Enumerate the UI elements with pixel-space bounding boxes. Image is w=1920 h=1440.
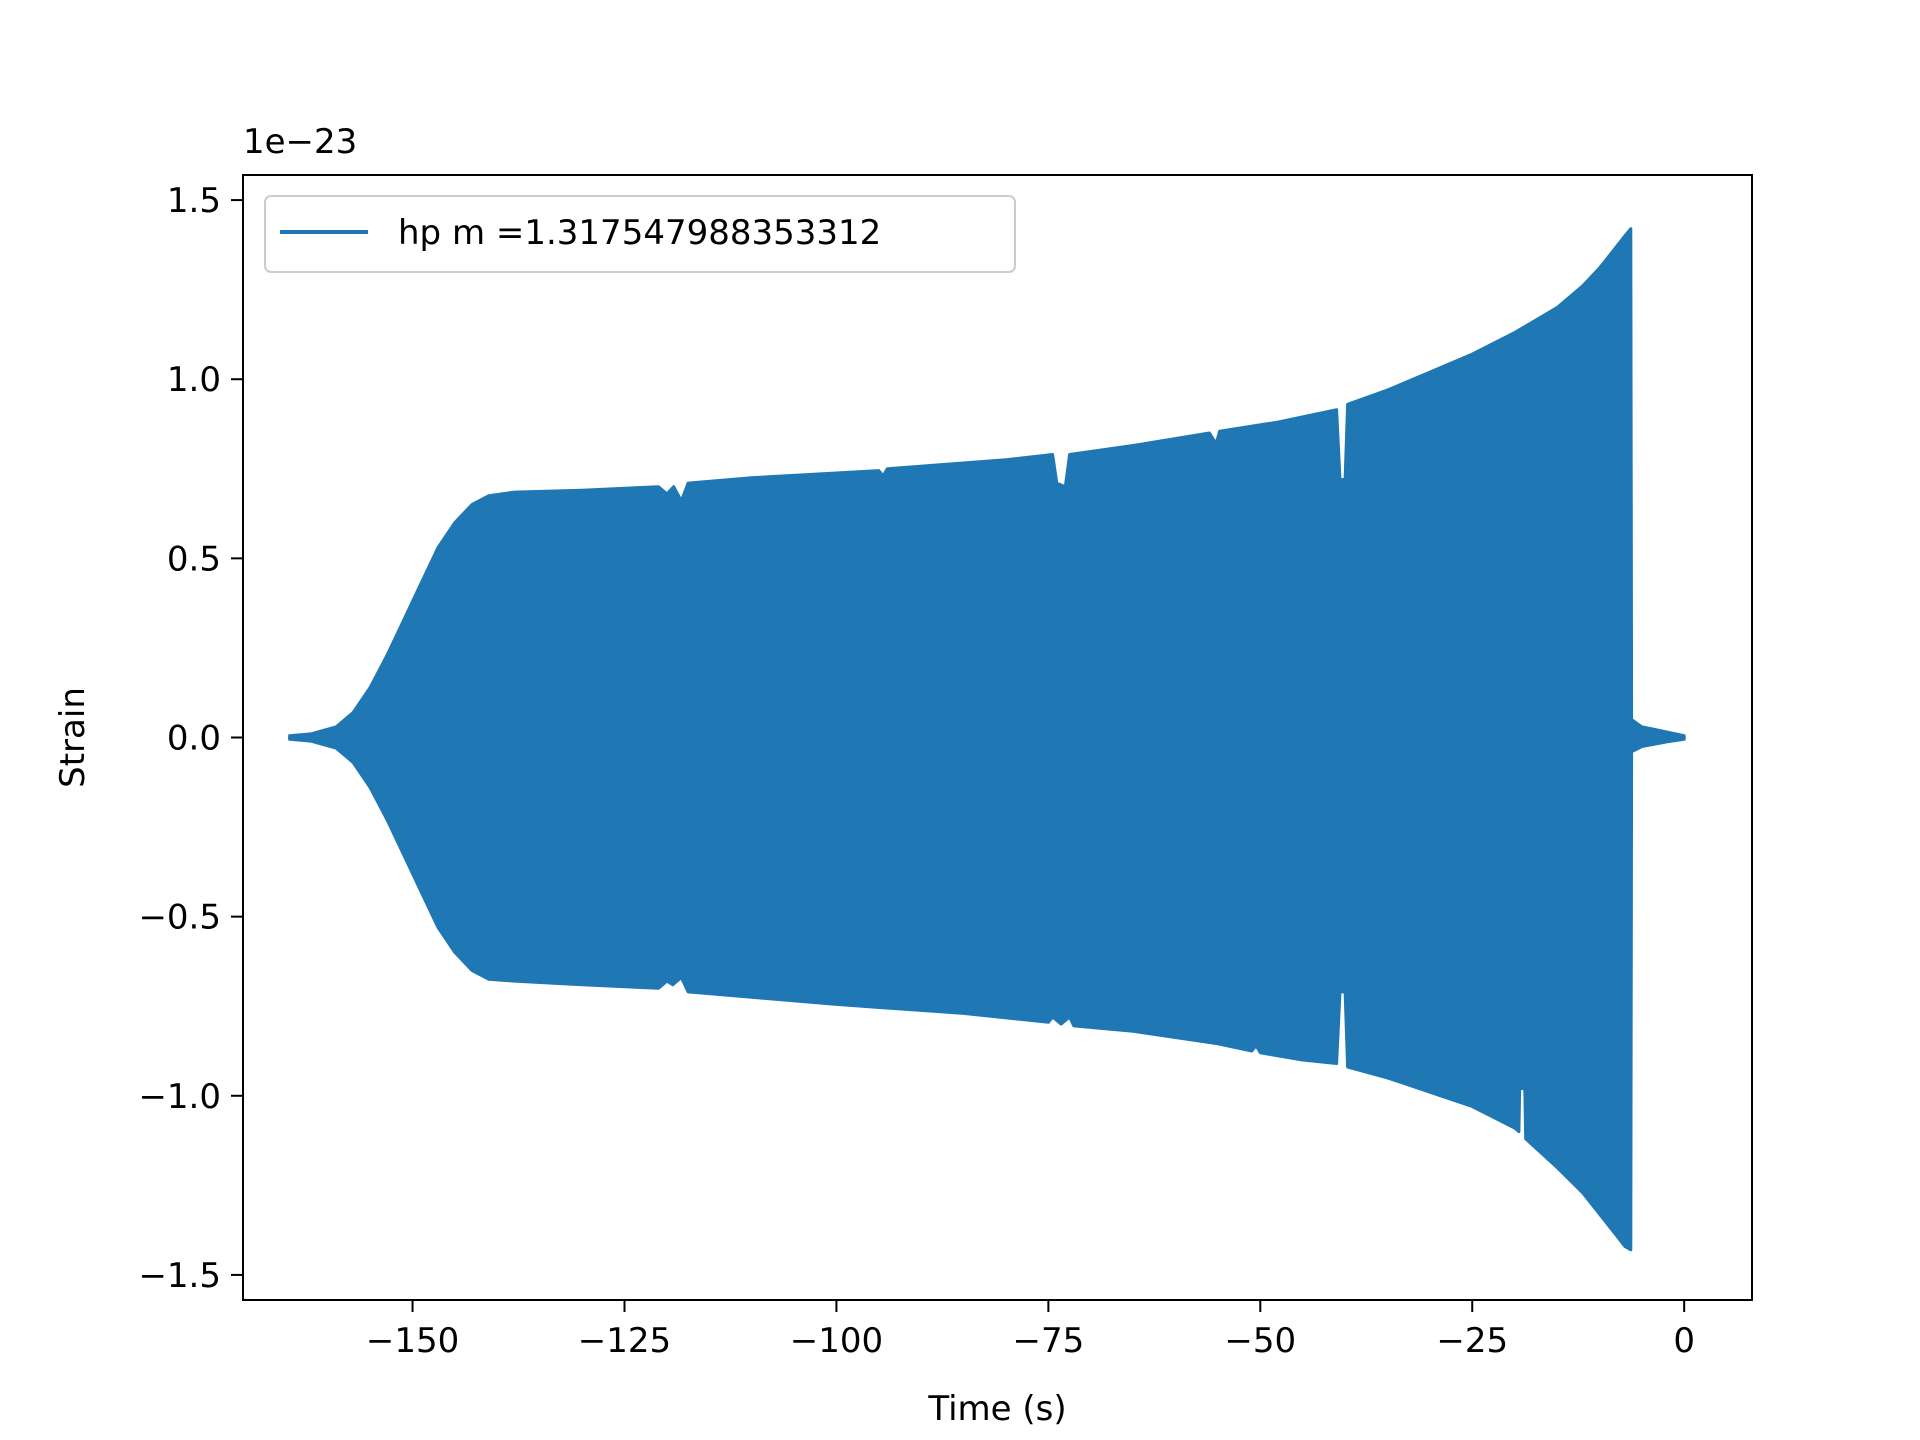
legend-frame [264,195,1016,273]
y-tick-label: −1.0 [138,1077,221,1117]
y-tick-label: −0.5 [138,898,221,938]
y-tick-label: 0.5 [167,539,221,579]
x-axis-ticks: −150 −125 −100 −75 −50 −25 0 [366,1300,1695,1361]
x-tick-label: −25 [1436,1321,1508,1361]
y-tick-label: −1.5 [138,1256,221,1296]
x-axis-label: Time (s) [927,1389,1066,1429]
x-tick-label: −75 [1012,1321,1084,1361]
y-axis-offset-text: 1e−23 [243,122,357,162]
y-axis-label: Strain [53,687,93,788]
x-tick-label: −150 [366,1321,459,1361]
legend: hp m =1.317547988353312 [264,195,1016,273]
y-tick-label: 0.0 [167,719,221,759]
legend-entry-label: hp m =1.317547988353312 [398,213,881,253]
x-tick-label: 0 [1673,1321,1695,1361]
y-axis-ticks: −1.5 −1.0 −0.5 0.0 0.5 1.0 1.5 [138,181,243,1296]
series-0-waveform-band [288,227,1686,1252]
y-tick-label: 1.0 [167,360,221,400]
axes-frame [242,174,1753,1301]
y-tick-label: 1.5 [167,181,221,221]
plot-area [288,227,1686,1252]
x-tick-label: −125 [578,1321,671,1361]
x-tick-label: −100 [790,1321,883,1361]
x-tick-label: −50 [1224,1321,1296,1361]
